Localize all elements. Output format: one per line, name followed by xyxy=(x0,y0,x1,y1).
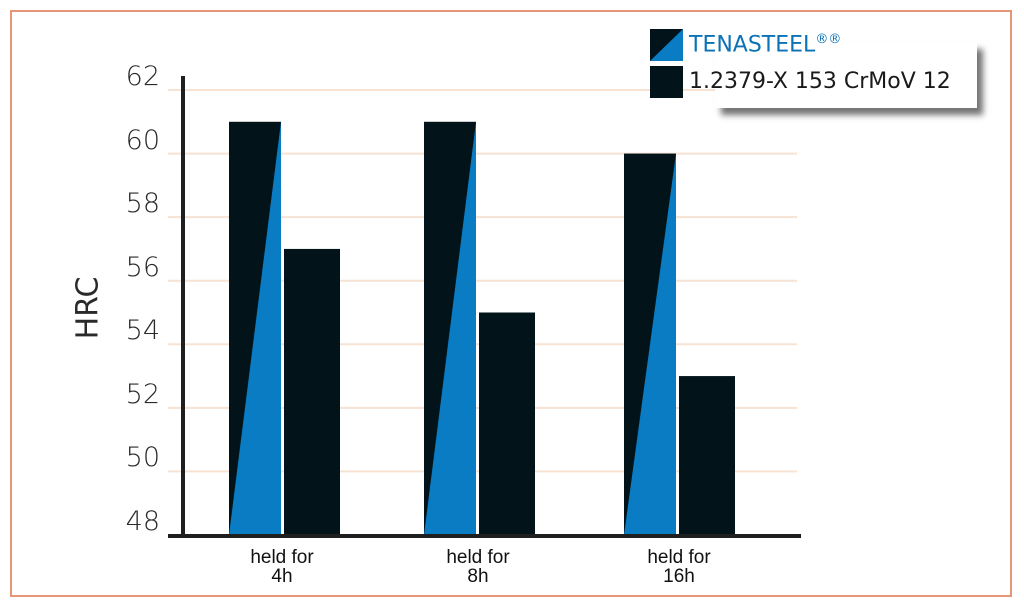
solid-swatch-icon xyxy=(650,65,683,98)
y-tick-label: 48 xyxy=(125,506,160,537)
bar-tenasteel-diagonal xyxy=(229,121,281,536)
y-tick-label: 52 xyxy=(125,378,160,410)
y-tick-label: 56 xyxy=(125,251,160,283)
y-axis-label: HRC xyxy=(70,276,106,340)
y-tick-label: 50 xyxy=(125,442,160,474)
chart-frame xyxy=(10,10,1012,597)
legend-item-tenasteel: TENASTEEL®® xyxy=(650,28,841,61)
x-category-label: held for 8h xyxy=(446,547,510,587)
bar-12379 xyxy=(679,376,735,535)
legend-label-tenasteel: TENASTEEL®® xyxy=(689,31,842,58)
legend-box xyxy=(715,42,977,108)
y-tick-label: 54 xyxy=(125,315,160,347)
x-category-label: held for 4h xyxy=(250,547,314,587)
x-category-label: held for 16h xyxy=(647,547,711,587)
y-tick-label: 62 xyxy=(125,61,160,92)
bar-tenasteel-diagonal xyxy=(624,153,676,536)
y-tick-label: 58 xyxy=(125,188,160,220)
y-tick-label: 60 xyxy=(125,124,160,156)
bar-12379 xyxy=(284,248,340,535)
legend-item-12379: 1.2379-X 153 CrMoV 12 xyxy=(650,65,951,98)
bar-12379 xyxy=(479,312,535,535)
legend-label-12379: 1.2379-X 153 CrMoV 12 xyxy=(689,69,951,94)
bar-tenasteel-diagonal xyxy=(424,121,476,536)
diagonal-swatch-icon xyxy=(650,28,683,61)
